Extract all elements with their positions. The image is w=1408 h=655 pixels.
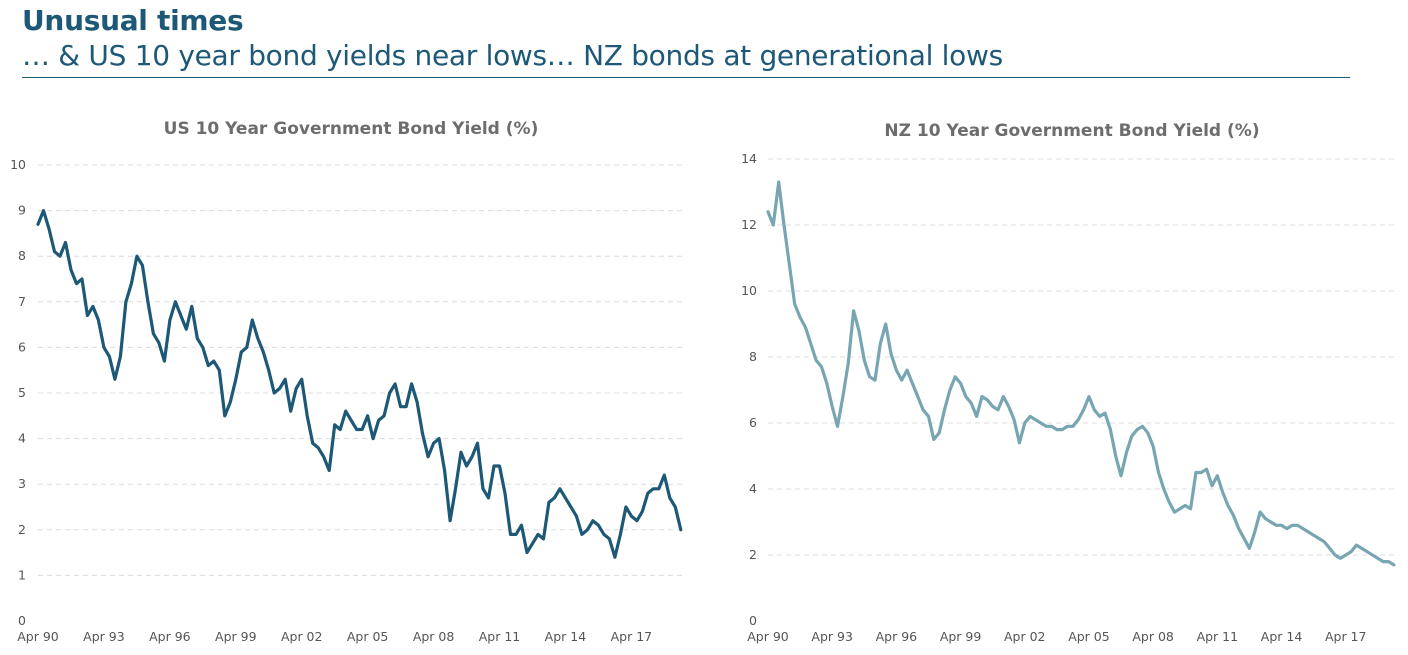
slide-title: Unusual times [22,4,244,37]
y-tick-label: 6 [749,415,757,430]
y-tick-label: 1 [18,567,26,582]
y-tick-label: 3 [18,476,26,491]
series-line [36,209,683,559]
y-tick-label: 7 [18,294,26,309]
x-tick-label: Apr 17 [611,629,653,644]
y-tick-label: 4 [749,481,757,496]
chart-title: US 10 Year Government Bond Yield (%) [164,119,539,139]
x-tick-label: Apr 90 [17,629,59,644]
x-tick-label: Apr 14 [545,629,587,644]
title-rule [22,77,1350,78]
chart-title: NZ 10 Year Government Bond Yield (%) [884,121,1259,141]
x-tick-label: Apr 11 [479,629,521,644]
y-tick-label: 10 [741,283,757,298]
y-tick-label: 8 [18,248,26,263]
y-tick-label: 0 [18,613,26,628]
x-tick-label: Apr 17 [1325,629,1367,644]
x-tick-label: Apr 93 [83,629,125,644]
y-tick-label: 5 [18,385,26,400]
x-tick-label: Apr 96 [149,629,191,644]
x-tick-label: Apr 02 [1004,629,1046,644]
y-tick-label: 4 [18,431,26,446]
x-tick-label: Apr 96 [876,629,918,644]
x-tick-label: Apr 08 [413,629,455,644]
y-tick-label: 6 [18,339,26,354]
x-tick-label: Apr 99 [940,629,982,644]
series-line [766,180,1396,567]
x-tick-label: Apr 99 [215,629,257,644]
slide-subtitle: … & US 10 year bond yields near lows… NZ… [22,39,1003,72]
y-tick-label: 9 [18,203,26,218]
y-tick-label: 14 [741,151,757,166]
x-tick-label: Apr 90 [747,629,789,644]
y-tick-label: 12 [741,217,757,232]
y-tick-label: 2 [749,547,757,562]
y-tick-label: 10 [10,157,26,172]
x-tick-label: Apr 93 [811,629,853,644]
y-tick-label: 8 [749,349,757,364]
x-tick-label: Apr 08 [1132,629,1174,644]
x-tick-label: Apr 14 [1261,629,1303,644]
x-tick-label: Apr 02 [281,629,323,644]
x-tick-label: Apr 05 [347,629,389,644]
y-tick-label: 2 [18,522,26,537]
y-tick-label: 0 [749,613,757,628]
x-tick-label: Apr 11 [1197,629,1239,644]
x-tick-label: Apr 05 [1068,629,1110,644]
